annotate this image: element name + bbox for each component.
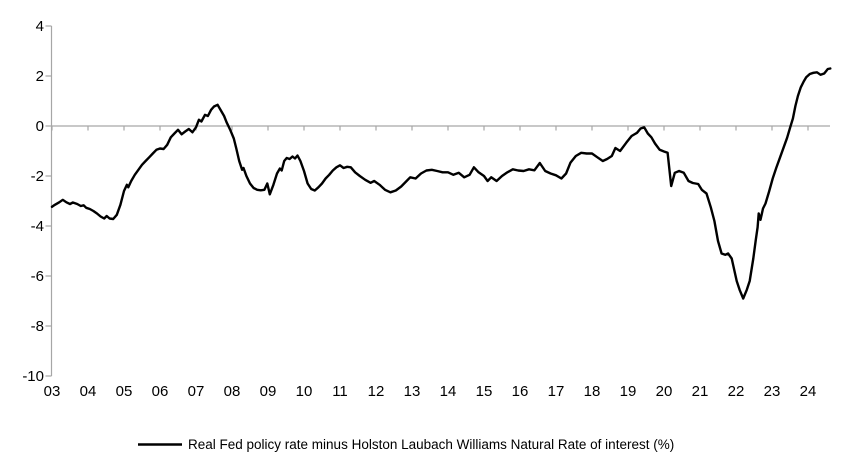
y-axis-tick-label: -2 (31, 168, 44, 185)
x-axis-tick-label: 22 (728, 383, 745, 400)
x-axis-tick-label: 19 (620, 383, 637, 400)
x-axis-tick-label: 03 (44, 383, 61, 400)
x-axis-tick-label: 17 (548, 383, 565, 400)
x-axis-tick-label: 20 (656, 383, 673, 400)
y-axis-tick-label: 2 (36, 68, 44, 85)
x-axis-tick-label: 11 (332, 383, 348, 400)
x-axis-tick-label: 14 (440, 383, 457, 400)
x-axis-tick-label: 12 (368, 383, 385, 400)
x-axis-tick-label: 06 (152, 383, 169, 400)
y-axis: 4 2 0 -2 -4 -6 -8 -10 (22, 18, 53, 385)
x-axis-tick-label: 24 (800, 383, 817, 400)
y-axis-tick-label: -4 (31, 218, 44, 235)
x-axis-tick-label: 18 (584, 383, 601, 400)
x-axis-tick-label: 13 (404, 383, 421, 400)
x-axis-tick-label: 05 (116, 383, 133, 400)
x-axis-tick-label: 16 (512, 383, 529, 400)
x-axis-zero-line: 03 04 05 06 07 08 09 10 11 12 13 14 15 16 17 18 19 20 21 22… (44, 125, 830, 400)
legend-label: Real Fed policy rate minus Holston Lauba… (188, 437, 674, 452)
x-axis-tick-label: 04 (80, 383, 97, 400)
y-axis-tick-label: -6 (31, 268, 44, 285)
data-series-group (50, 67, 832, 300)
y-axis-tick-label: -10 (22, 368, 44, 385)
y-axis-tick-label: 0 (36, 118, 44, 135)
x-axis-tick-label: 23 (764, 383, 781, 400)
chart-legend: Real Fed policy rate minus Holston Lauba… (138, 437, 674, 452)
y-axis-tick-label: -8 (31, 318, 44, 335)
x-axis-tick-label: 08 (224, 383, 241, 400)
x-axis-tick-label: 07 (188, 383, 205, 400)
y-axis-tick-label: 4 (36, 18, 44, 35)
x-axis-tick-label: 10 (296, 383, 313, 400)
data-line (50, 67, 832, 300)
x-axis-tick-label: 15 (476, 383, 493, 400)
x-axis-tick-label: 09 (260, 383, 277, 400)
x-axis-tick-label: 21 (692, 383, 709, 400)
